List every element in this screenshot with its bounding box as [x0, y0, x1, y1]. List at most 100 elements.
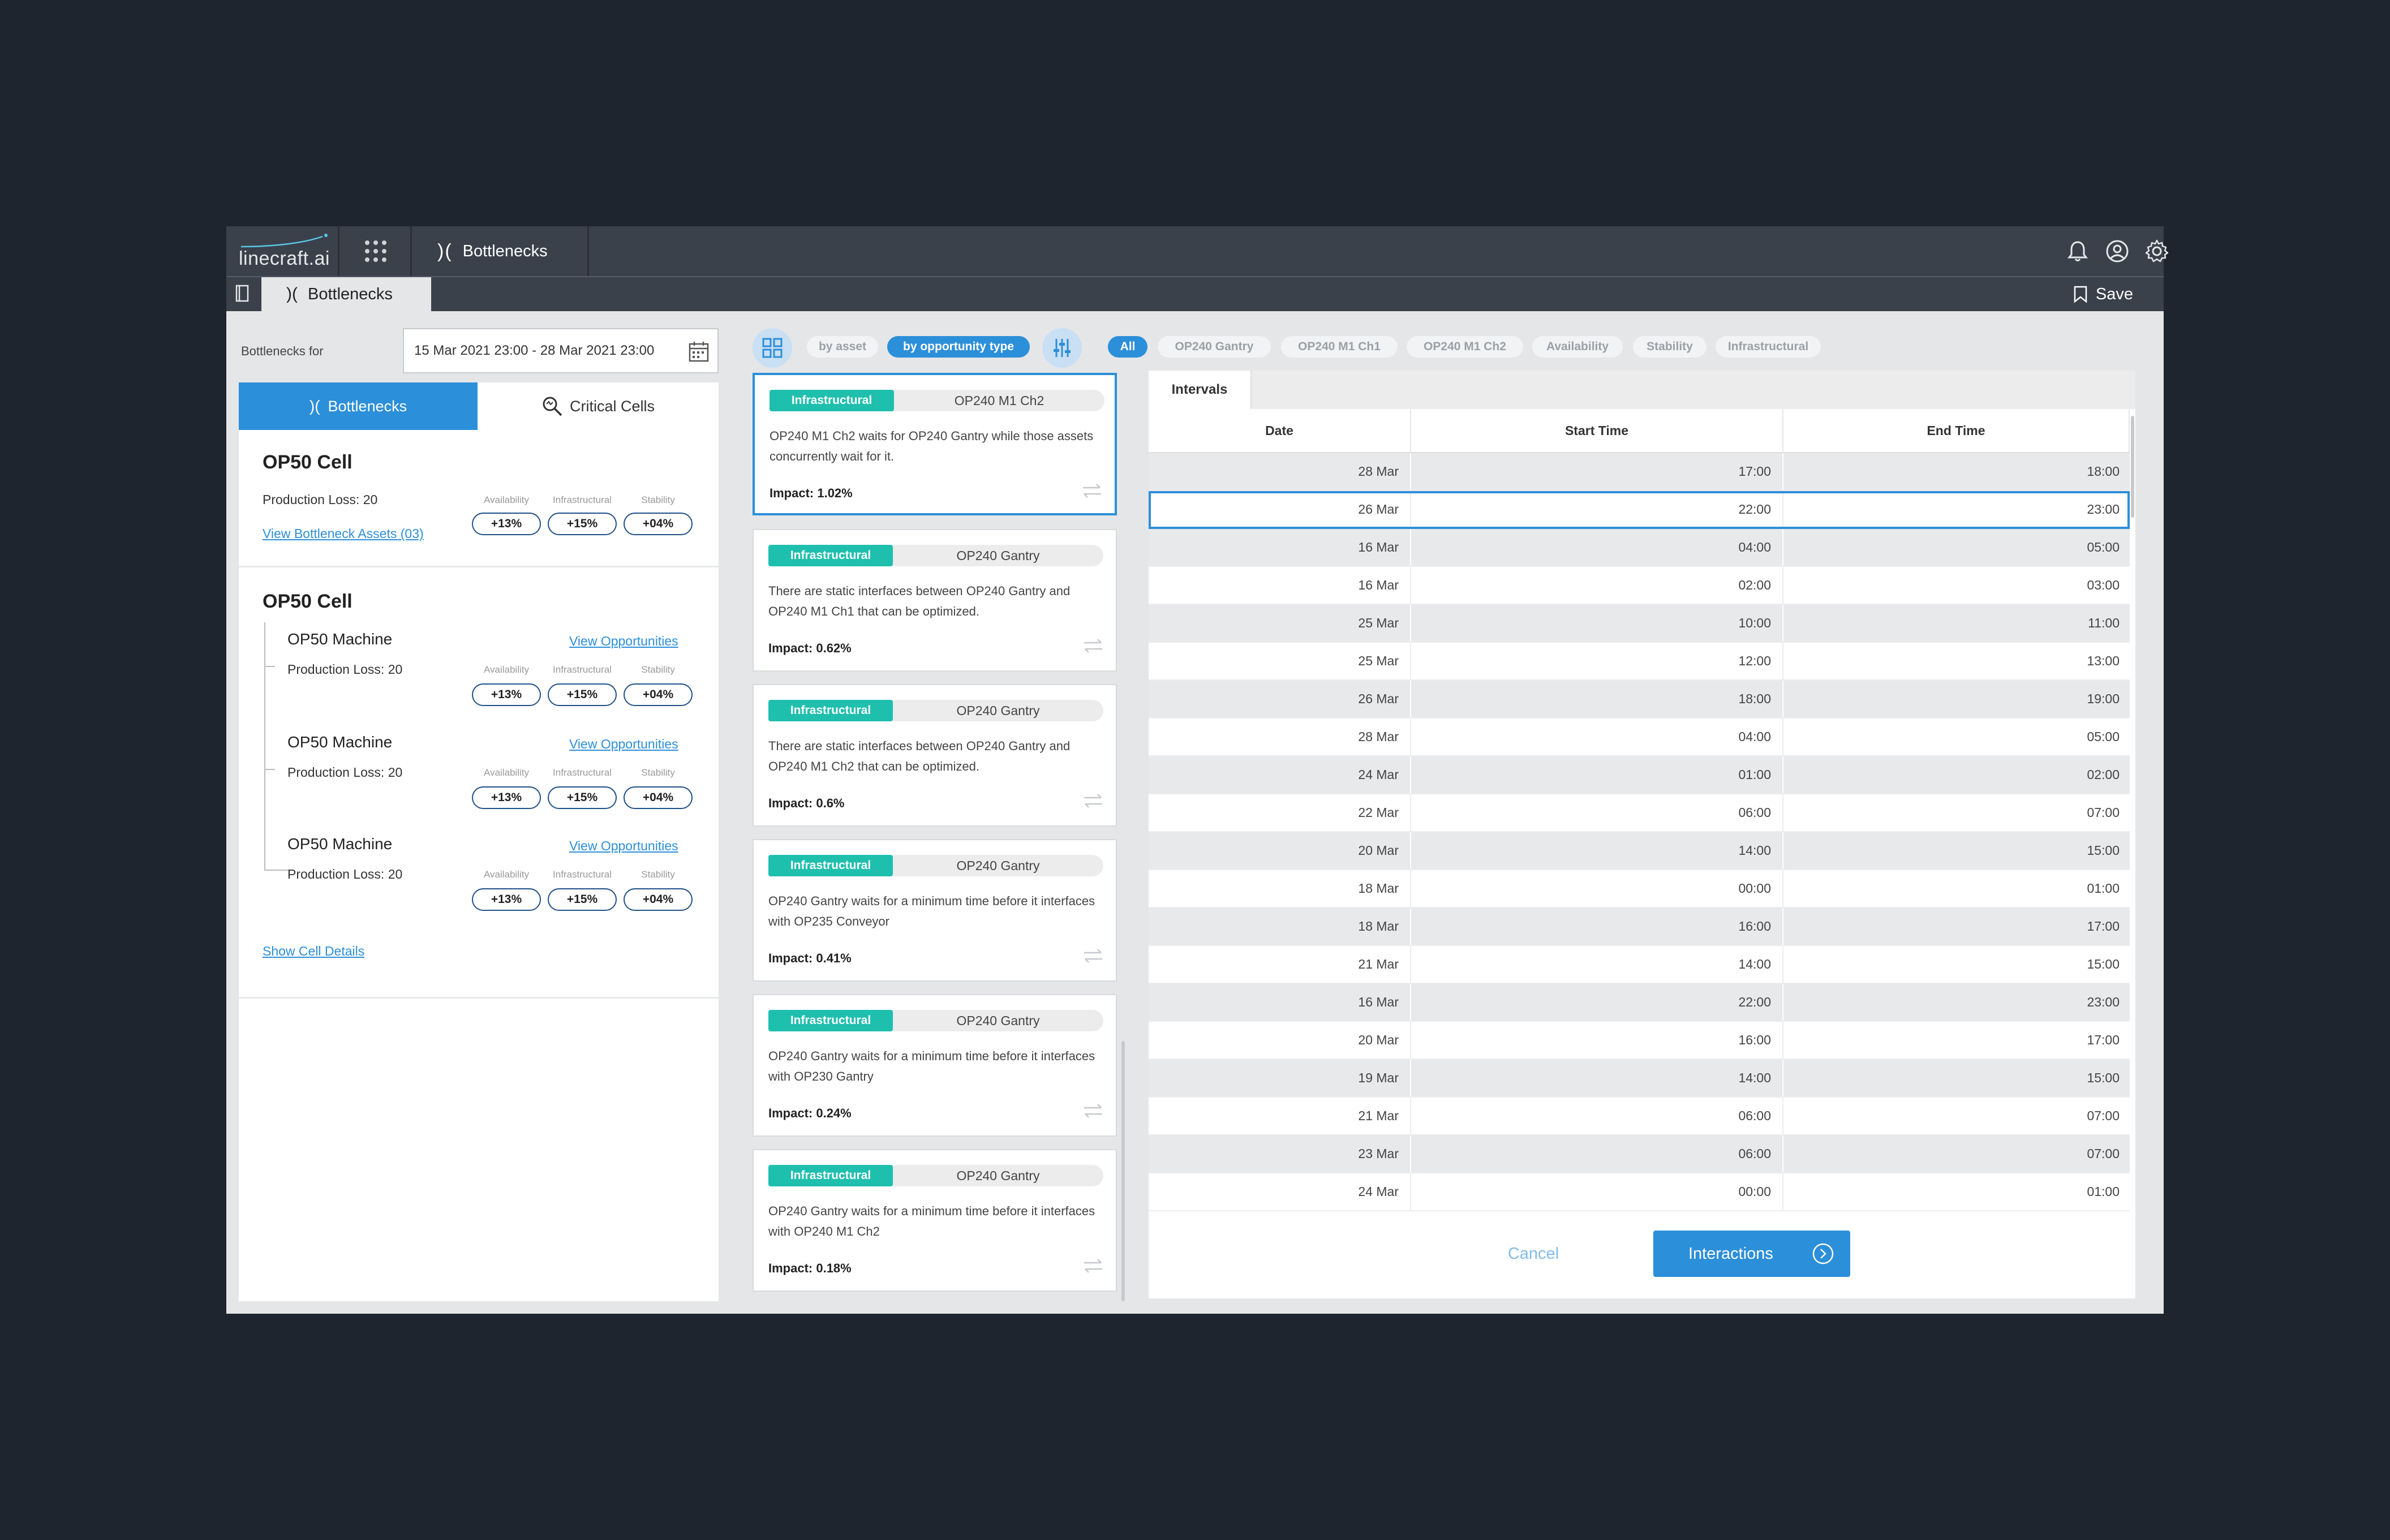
metric-label-stability: Stability — [641, 664, 675, 675]
cards-scrollbar[interactable] — [1121, 1041, 1125, 1301]
stability-pill[interactable]: +04% — [624, 786, 693, 809]
column-header-end-time[interactable]: End Time — [1783, 409, 2130, 452]
table-row[interactable]: 28 Mar 17:00 18:00 — [1149, 453, 2130, 491]
module-tab-bottlenecks[interactable]: )( Bottlenecks — [414, 226, 589, 276]
left-panel: Bottlenecks for 15 Mar 2021 23:00 - 28 M… — [239, 311, 719, 1301]
calendar-icon[interactable] — [688, 341, 711, 363]
logo[interactable]: linecraft.ai — [226, 226, 339, 276]
column-header-start-time[interactable]: Start Time — [1411, 409, 1783, 452]
filter-by-asset[interactable]: by asset — [807, 336, 878, 358]
user-icon[interactable] — [2105, 239, 2130, 264]
gear-icon[interactable] — [2144, 239, 2169, 264]
table-row[interactable]: 28 Mar 04:00 05:00 — [1149, 719, 2130, 756]
availability-pill[interactable]: +13% — [472, 786, 541, 809]
opportunity-description: OP240 Gantry waits for a minimum time be… — [768, 1204, 1095, 1238]
metric-label-infrastructural: Infrastructural — [553, 494, 612, 505]
view-opportunities-link[interactable]: View Opportunities — [569, 838, 678, 853]
metric-label-infrastructural: Infrastructural — [553, 869, 612, 880]
table-row[interactable]: 16 Mar 22:00 23:00 — [1149, 984, 2130, 1022]
apps-grid-button[interactable] — [341, 226, 412, 276]
app-window: linecraft.ai )( Bottlenecks — [226, 226, 2169, 1314]
availability-pill[interactable]: +13% — [472, 513, 541, 535]
show-cell-details-link[interactable]: Show Cell Details — [263, 944, 365, 958]
table-row[interactable]: 21 Mar 14:00 15:00 — [1149, 946, 2130, 984]
infrastructural-pill[interactable]: +15% — [548, 513, 617, 535]
table-row[interactable]: 20 Mar 16:00 17:00 — [1149, 1022, 2130, 1060]
type-tag: Infrastructural — [768, 855, 893, 876]
filter-chip-all[interactable]: All — [1108, 336, 1147, 358]
availability-pill[interactable]: +13% — [472, 888, 541, 911]
tab-bottlenecks[interactable]: )( Bottlenecks — [261, 277, 431, 311]
filter-chip-stability[interactable]: Stability — [1633, 336, 1706, 358]
view-opportunities-link[interactable]: View Opportunities — [569, 737, 678, 751]
table-row[interactable]: 26 Mar 22:00 23:00 — [1149, 491, 2130, 529]
swap-icon[interactable] — [1083, 948, 1103, 963]
metric-label-infrastructural: Infrastructural — [553, 767, 612, 778]
swap-icon[interactable] — [1083, 793, 1103, 808]
availability-pill[interactable]: +13% — [472, 683, 541, 706]
opportunity-header: Infrastructural OP240 Gantry — [768, 1010, 1103, 1031]
opportunity-card[interactable]: Infrastructural OP240 Gantry There are s… — [753, 684, 1117, 827]
cancel-button[interactable]: Cancel — [1507, 1244, 1559, 1263]
stability-pill[interactable]: +04% — [624, 513, 693, 535]
opportunity-card[interactable]: Infrastructural OP240 Gantry OP240 Gantr… — [753, 1149, 1117, 1292]
date-range-field[interactable]: 15 Mar 2021 23:00 - 28 Mar 2021 23:00 — [403, 328, 719, 373]
table-row[interactable]: 24 Mar 01:00 02:00 — [1149, 756, 2130, 794]
view-toggle-button[interactable] — [753, 328, 792, 368]
table-row[interactable]: 16 Mar 02:00 03:00 — [1149, 567, 2130, 605]
stability-pill[interactable]: +04% — [624, 888, 693, 911]
swap-icon[interactable] — [1082, 483, 1102, 498]
view-opportunities-link[interactable]: View Opportunities — [569, 634, 678, 648]
cell-end-time: 13:00 — [2087, 653, 2120, 668]
cell-date: 21 Mar — [1149, 1098, 1411, 1134]
table-row[interactable]: 26 Mar 18:00 19:00 — [1149, 681, 2130, 719]
bell-icon[interactable] — [2065, 239, 2090, 264]
interactions-button[interactable]: Interactions — [1653, 1231, 1850, 1277]
left-tabs: )( Bottlenecks Critical Cells — [239, 382, 719, 430]
table-row[interactable]: 18 Mar 00:00 01:00 — [1149, 870, 2130, 908]
table-scrollbar[interactable] — [2131, 416, 2134, 518]
cell-date: 25 Mar — [1149, 605, 1411, 642]
filter-chip-availability[interactable]: Availability — [1532, 336, 1623, 358]
filter-settings-button[interactable] — [1042, 328, 1082, 368]
table-row[interactable]: 25 Mar 12:00 13:00 — [1149, 643, 2130, 681]
opportunity-card[interactable]: Infrastructural OP240 Gantry There are s… — [753, 529, 1117, 672]
bottleneck-list: OP50 Cell Production Loss: 20 Availabili… — [239, 430, 719, 1301]
table-row[interactable]: 21 Mar 06:00 07:00 — [1149, 1098, 2130, 1135]
table-row[interactable]: 18 Mar 16:00 17:00 — [1149, 908, 2130, 946]
filter-chip-op240-gantry[interactable]: OP240 Gantry — [1158, 336, 1271, 358]
infrastructural-pill[interactable]: +15% — [548, 888, 617, 911]
table-row[interactable]: 19 Mar 14:00 15:00 — [1149, 1060, 2130, 1098]
infrastructural-pill[interactable]: +15% — [548, 683, 617, 706]
opportunity-description: OP240 M1 Ch2 waits for OP240 Gantry whil… — [770, 429, 1094, 463]
swap-icon[interactable] — [1083, 1258, 1103, 1274]
infrastructural-pill[interactable]: +15% — [548, 786, 617, 809]
production-loss: Production Loss: 20 — [287, 662, 403, 677]
opportunity-card[interactable]: Infrastructural OP240 Gantry OP240 Gantr… — [753, 839, 1117, 982]
filter-chip-infrastructural[interactable]: Infrastructural — [1716, 336, 1821, 358]
filter-chip-op240-m1-ch2[interactable]: OP240 M1 Ch2 — [1407, 336, 1523, 358]
grid-dots-icon — [365, 240, 386, 262]
stability-pill[interactable]: +04% — [624, 683, 693, 706]
tab-intervals[interactable]: Intervals — [1149, 371, 1252, 409]
view-bottleneck-assets-link[interactable]: View Bottleneck Assets (03) — [263, 526, 424, 541]
column-header-date[interactable]: Date — [1149, 409, 1411, 452]
tab-bottlenecks-list[interactable]: )( Bottlenecks — [239, 382, 478, 430]
table-row[interactable]: 22 Mar 06:00 07:00 — [1149, 794, 2130, 832]
table-row[interactable]: 16 Mar 04:00 05:00 — [1149, 529, 2130, 567]
swap-icon[interactable] — [1083, 638, 1103, 653]
asset-label: OP240 Gantry — [956, 548, 1040, 563]
tab-critical-cells[interactable]: Critical Cells — [478, 382, 719, 430]
swap-icon[interactable] — [1083, 1103, 1103, 1119]
save-button[interactable]: Save — [2073, 277, 2133, 311]
table-row[interactable]: 24 Mar 00:00 01:00 — [1149, 1173, 2130, 1211]
table-row[interactable]: 20 Mar 14:00 15:00 — [1149, 832, 2130, 870]
book-icon[interactable] — [234, 284, 251, 303]
filter-chip-op240-m1-ch1[interactable]: OP240 M1 Ch1 — [1281, 336, 1398, 358]
table-row[interactable]: 25 Mar 10:00 11:00 — [1149, 605, 2130, 643]
filter-by-opportunity-type[interactable]: by opportunity type — [887, 336, 1030, 358]
table-row[interactable]: 23 Mar 06:00 07:00 — [1149, 1135, 2130, 1173]
opportunity-card[interactable]: Infrastructural OP240 M1 Ch2 OP240 M1 Ch… — [753, 373, 1117, 515]
opportunity-card[interactable]: Infrastructural OP240 Gantry OP240 Gantr… — [753, 994, 1117, 1137]
cell-date: 18 Mar — [1149, 870, 1411, 907]
